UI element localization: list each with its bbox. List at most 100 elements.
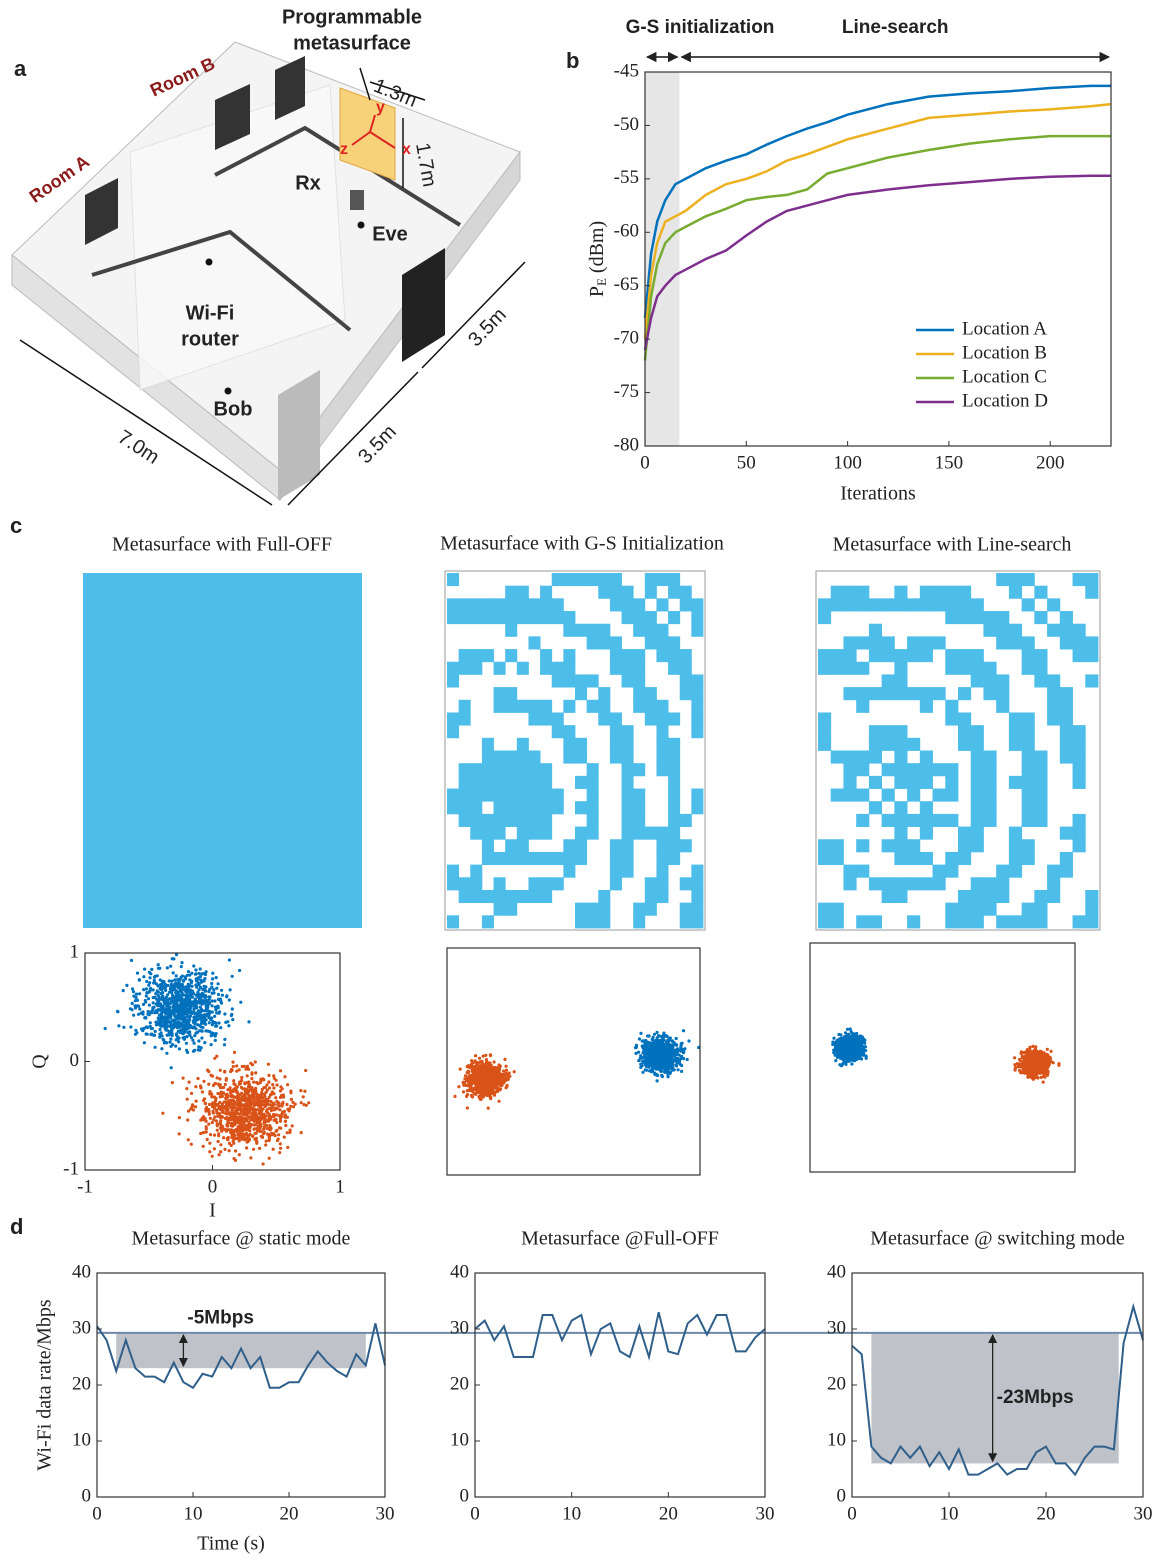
scatter-point	[219, 1026, 222, 1029]
scatter-point	[275, 1130, 278, 1133]
metasurface-cell	[843, 789, 856, 802]
scatter-point	[188, 1030, 191, 1033]
scatter-point	[268, 1096, 271, 1099]
scatter-point	[657, 1043, 660, 1046]
metasurface-cell	[971, 662, 984, 675]
scatter-point	[474, 1054, 477, 1057]
scatter-point	[270, 1115, 273, 1118]
metasurface-cell	[945, 712, 958, 725]
metasurface-cell	[656, 573, 668, 586]
metasurface-cell	[505, 751, 517, 764]
metasurface-cell	[563, 649, 575, 662]
scatter-point	[137, 1013, 140, 1016]
scatter-point	[180, 965, 183, 968]
metasurface-cell	[920, 814, 933, 827]
scatter-point	[184, 1020, 187, 1023]
scatter-point	[149, 1025, 152, 1028]
metasurface-cell	[494, 852, 506, 865]
scatter-point	[212, 988, 215, 991]
metasurface-cell	[945, 598, 958, 611]
x-axis-label: Iterations	[840, 483, 916, 505]
metasurface-cell	[459, 789, 471, 802]
metasurface-cell	[869, 751, 882, 764]
metasurface-cell	[945, 814, 958, 827]
scatter-point	[225, 994, 228, 997]
scatter-point	[204, 1102, 207, 1105]
scatter-point	[214, 1021, 217, 1024]
scatter-point	[244, 1099, 247, 1102]
metasurface-cell	[575, 827, 587, 840]
scatter-point	[229, 988, 232, 991]
metasurface-grid	[816, 571, 1100, 930]
metasurface-cell	[1034, 674, 1047, 687]
scatter-point	[304, 1069, 307, 1072]
scatter-point	[651, 1069, 654, 1072]
metasurface-cell	[575, 687, 587, 700]
scatter-point	[471, 1065, 474, 1068]
metasurface-cell	[505, 598, 517, 611]
scatter-point	[144, 1001, 147, 1004]
scatter-point	[233, 1157, 236, 1160]
metasurface-cell	[587, 827, 599, 840]
metasurface-cell	[894, 890, 907, 903]
scatter-point	[255, 1091, 258, 1094]
scatter-point	[305, 1104, 308, 1107]
scatter-point	[238, 969, 241, 972]
scatter-point	[177, 978, 180, 981]
metasurface-cell	[882, 877, 895, 890]
scatter-point	[153, 976, 156, 979]
metasurface-cell	[971, 725, 984, 738]
scatter-point	[180, 984, 183, 987]
scatter-point	[238, 1128, 241, 1131]
chart: -101-101IQ	[29, 941, 345, 1221]
scatter-point	[199, 997, 202, 1000]
scatter-point	[200, 1029, 203, 1032]
scatter-point	[262, 1162, 265, 1165]
metasurface-cell	[831, 789, 844, 802]
metasurface-cell	[983, 674, 996, 687]
scatter-point	[182, 994, 185, 997]
metasurface-cell	[552, 712, 564, 725]
metasurface-cell	[818, 903, 831, 916]
scatter-point	[203, 1097, 206, 1100]
metasurface-cell	[907, 852, 920, 865]
scatter-point	[163, 997, 166, 1000]
legend-label: Location B	[962, 342, 1047, 363]
scatter-point	[477, 1074, 480, 1077]
scatter-point	[234, 1120, 237, 1123]
scatter-point	[152, 988, 155, 991]
scatter-point	[281, 1102, 284, 1105]
scatter-point	[279, 1089, 282, 1092]
metasurface-cell	[983, 751, 996, 764]
scatter-point	[176, 1026, 179, 1029]
metasurface-cell	[1060, 611, 1073, 624]
metasurface-cell	[447, 712, 459, 725]
scatter-point	[168, 1033, 171, 1036]
scatter-point	[166, 1004, 169, 1007]
scatter-point	[275, 1083, 278, 1086]
metasurface-cell	[958, 611, 971, 624]
metasurface-cell	[494, 611, 506, 624]
metasurface-cell	[1009, 725, 1022, 738]
scatter-point	[478, 1079, 481, 1082]
metasurface-cell	[470, 611, 482, 624]
metasurface-cell	[633, 598, 645, 611]
scatter-point	[138, 992, 141, 995]
metasurface-cell	[494, 763, 506, 776]
metasurface-cell	[528, 801, 540, 814]
y-tick-label: -45	[614, 60, 639, 81]
metasurface-cell	[528, 636, 540, 649]
scatter-point	[273, 1077, 276, 1080]
scatter-point	[266, 1133, 269, 1136]
metasurface-cell	[528, 890, 540, 903]
metasurface-cell	[668, 827, 680, 840]
scatter-point	[650, 1049, 653, 1052]
scatter-point	[647, 1049, 650, 1052]
scatter-point	[457, 1085, 460, 1088]
metasurface-cell	[587, 763, 599, 776]
metasurface-cell	[856, 915, 869, 928]
scatter-point	[168, 1012, 171, 1015]
axis-letter: x	[402, 141, 411, 158]
scatter-point	[122, 1026, 125, 1029]
scatter-point	[229, 1094, 232, 1097]
